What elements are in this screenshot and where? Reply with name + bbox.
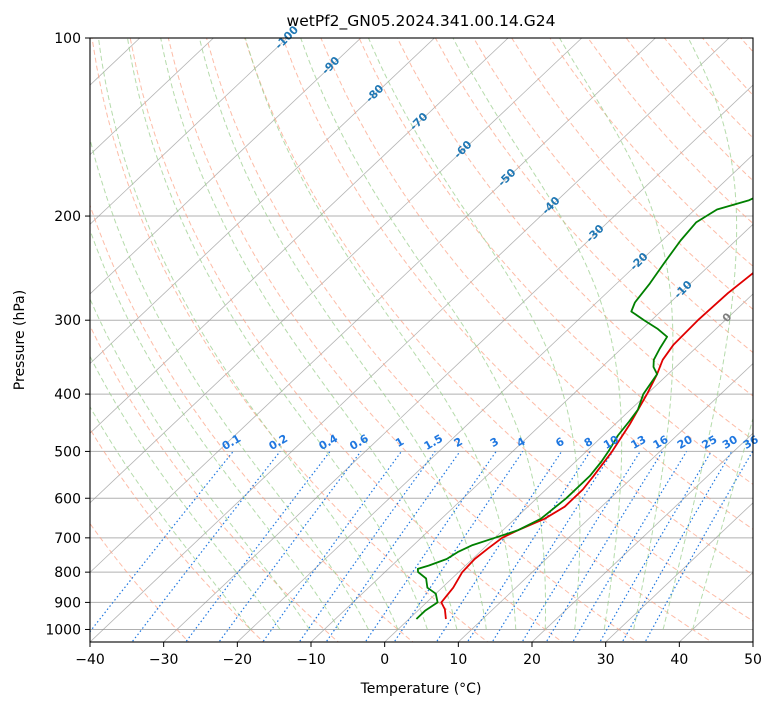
dry-adiabat-line [206, 38, 713, 642]
moist-adiabat-line [368, 38, 581, 630]
y-tick-label: 100 [54, 31, 81, 47]
moist-adiabat-line [244, 38, 517, 630]
y-axis: 100 200 300 400 500 600 700 800 900 1000 [45, 31, 90, 638]
moist-adiabat-line [198, 38, 487, 630]
x-axis: −40 −30 −20 −10 0 10 20 30 40 50 [75, 642, 762, 668]
moist-adiabat-line [300, 38, 546, 630]
moist-adiabat-line [559, 38, 674, 630]
x-tick-label: −10 [296, 652, 326, 668]
y-tick-label: 200 [54, 209, 81, 225]
x-tick-label: −40 [75, 652, 105, 668]
y-tick-label: 900 [54, 595, 81, 611]
x-tick-label: −30 [149, 652, 179, 668]
profile-lines [415, 197, 753, 620]
mixing-ratio-line [572, 451, 688, 642]
isotherm-line [90, 38, 435, 365]
isotherm-line [90, 38, 288, 225]
dry-adiabat-line [129, 38, 564, 642]
mixing-ratio-line [491, 451, 614, 642]
mixing-ratio-line [298, 451, 436, 642]
dewpoint-profile [415, 197, 753, 620]
isotherm-line [90, 38, 214, 156]
isotherm-line [384, 293, 753, 642]
plot-frame [89, 37, 754, 643]
x-tick-label: 40 [670, 652, 688, 668]
dry-adiabat-line [473, 38, 753, 354]
y-tick-label: 1000 [45, 622, 81, 638]
y-tick-label: 400 [54, 387, 81, 403]
x-tick-label: −20 [223, 652, 253, 668]
dry-adiabat-line [396, 38, 753, 441]
isotherm-line [605, 502, 753, 642]
x-tick-label: 50 [744, 652, 762, 668]
mixing-ratio-line [131, 451, 281, 642]
moist-adiabat-line [90, 136, 369, 630]
moist-adiabat-line [452, 38, 623, 630]
isotherm-line [458, 362, 753, 642]
background-lines [0, 38, 753, 642]
isotherm-line [531, 432, 753, 642]
moist-adiabat-line [90, 228, 340, 630]
dry-adiabat-line [167, 38, 638, 642]
mixing-ratio-line [325, 451, 461, 642]
moist-adiabat-line [90, 355, 281, 630]
moist-adiabat-line [692, 416, 753, 630]
y-tick-label: 500 [54, 444, 81, 460]
moist-adiabat-line [90, 297, 310, 630]
isotherm-line [163, 84, 753, 642]
isotherm-line [90, 38, 509, 434]
dry-adiabat-line [90, 203, 414, 642]
mixing-ratio-line [521, 451, 641, 642]
plot-area [90, 38, 753, 642]
y-tick-label: 600 [54, 491, 81, 507]
isotherm-line [90, 38, 656, 573]
x-tick-label: 30 [597, 652, 615, 668]
isotherm-line [237, 154, 753, 642]
mixing-ratio-line [435, 451, 563, 642]
isotherm-line [0, 38, 66, 642]
isotherm-line [752, 641, 753, 642]
y-tick-label: 300 [54, 313, 81, 329]
isotherm-line [90, 38, 730, 642]
isotherm-line [90, 38, 362, 295]
y-axis-label: Pressure (hPa) [12, 290, 28, 390]
x-tick-label: 0 [380, 652, 389, 668]
y-tick-label: 700 [54, 531, 81, 547]
mixing-ratio-line [364, 451, 497, 642]
mixing-ratio-line [218, 451, 362, 642]
temperature-profile [440, 271, 753, 620]
x-tick-label: 20 [523, 652, 541, 668]
x-tick-label: 10 [449, 652, 467, 668]
isotherm-line [90, 38, 583, 504]
dry-adiabat-line [90, 522, 190, 642]
moist-adiabat-line [662, 38, 738, 630]
mixing-ratio-line [261, 451, 402, 642]
y-tick-label: 800 [54, 565, 81, 581]
chart-title: wetPf2_GN05.2024.341.00.14.G24 [287, 12, 556, 31]
mixing-ratio-line [466, 451, 591, 642]
mixing-ratio-line [90, 451, 234, 633]
moist-adiabat-line [90, 405, 251, 630]
moist-adiabat-line [127, 38, 428, 630]
mixing-ratio-line [599, 451, 712, 642]
dry-adiabat-line [244, 38, 753, 622]
dry-adiabat-line [90, 427, 265, 642]
x-axis-label: Temperature (°C) [360, 681, 482, 697]
moist-adiabat-line [160, 38, 458, 630]
mixing-ratio-line [393, 451, 524, 642]
